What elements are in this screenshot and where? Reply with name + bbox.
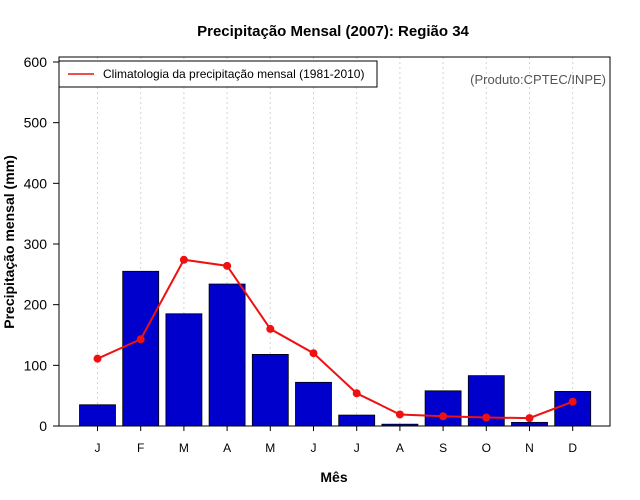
y-axis: 0 100 200 300 400 500 600	[24, 54, 59, 434]
climatology-point-4	[266, 324, 275, 333]
x-tick-label: D	[568, 441, 577, 455]
climatology-line	[97, 258, 574, 420]
plot-frame	[58, 56, 611, 427]
x-tick-label: A	[396, 441, 404, 455]
bar-3	[208, 283, 246, 427]
source-note: (Produto:CPTEC/INPE)	[470, 72, 606, 87]
bar-0	[79, 404, 116, 427]
y-tick-label: 400	[24, 175, 48, 191]
climatology-point-11	[568, 397, 577, 406]
x-tick-label: O	[482, 441, 491, 455]
y-tick-label: 0	[39, 418, 47, 434]
x-tick-label: F	[137, 441, 144, 455]
bar-11	[554, 391, 592, 427]
chart-title: Precipitação Mensal (2007): Região 34	[197, 23, 469, 40]
climatology-point-6	[352, 389, 361, 398]
bar-10	[511, 421, 548, 427]
bar-2	[165, 313, 203, 427]
climatology-point-10	[525, 414, 534, 423]
climatology-series	[93, 255, 577, 423]
climatology-point-3	[223, 261, 232, 270]
climatology-point-2	[179, 255, 188, 264]
bar-1	[122, 270, 160, 427]
bar-6	[338, 414, 376, 427]
x-tick-label: M	[265, 441, 275, 455]
y-tick-label: 500	[24, 115, 48, 131]
legend-box	[58, 60, 378, 88]
y-tick-label: 200	[24, 297, 48, 313]
y-axis-title: Precipitação mensal (mm)	[1, 155, 17, 329]
climatology-point-0	[93, 354, 102, 363]
climatology-point-1	[136, 335, 145, 344]
climatology-point-7	[395, 410, 404, 419]
y-tick-label: 100	[24, 357, 48, 373]
x-tick-label: M	[179, 441, 189, 455]
climatology-point-9	[482, 413, 491, 422]
bar-5	[295, 381, 332, 427]
x-tick-label: N	[525, 441, 534, 455]
legend-label: Climatologia da precipitação mensal (198…	[103, 67, 364, 81]
bar-4	[251, 354, 289, 427]
climatology-point-8	[439, 412, 448, 421]
x-tick-label: A	[223, 441, 231, 455]
x-tick-label: J	[311, 441, 317, 455]
climatology-point-5	[309, 349, 318, 358]
grid-lines	[97, 57, 574, 426]
y-tick-label: 600	[24, 54, 48, 70]
x-tick-label: J	[95, 441, 101, 455]
x-tick-label: J	[354, 441, 360, 455]
x-axis-title: Mês	[320, 469, 347, 485]
bar-series	[79, 270, 592, 427]
legend: Climatologia da precipitação mensal (198…	[58, 60, 378, 88]
bar-8	[424, 390, 462, 427]
x-tick-label: S	[439, 441, 447, 455]
y-tick-label: 300	[24, 236, 48, 252]
